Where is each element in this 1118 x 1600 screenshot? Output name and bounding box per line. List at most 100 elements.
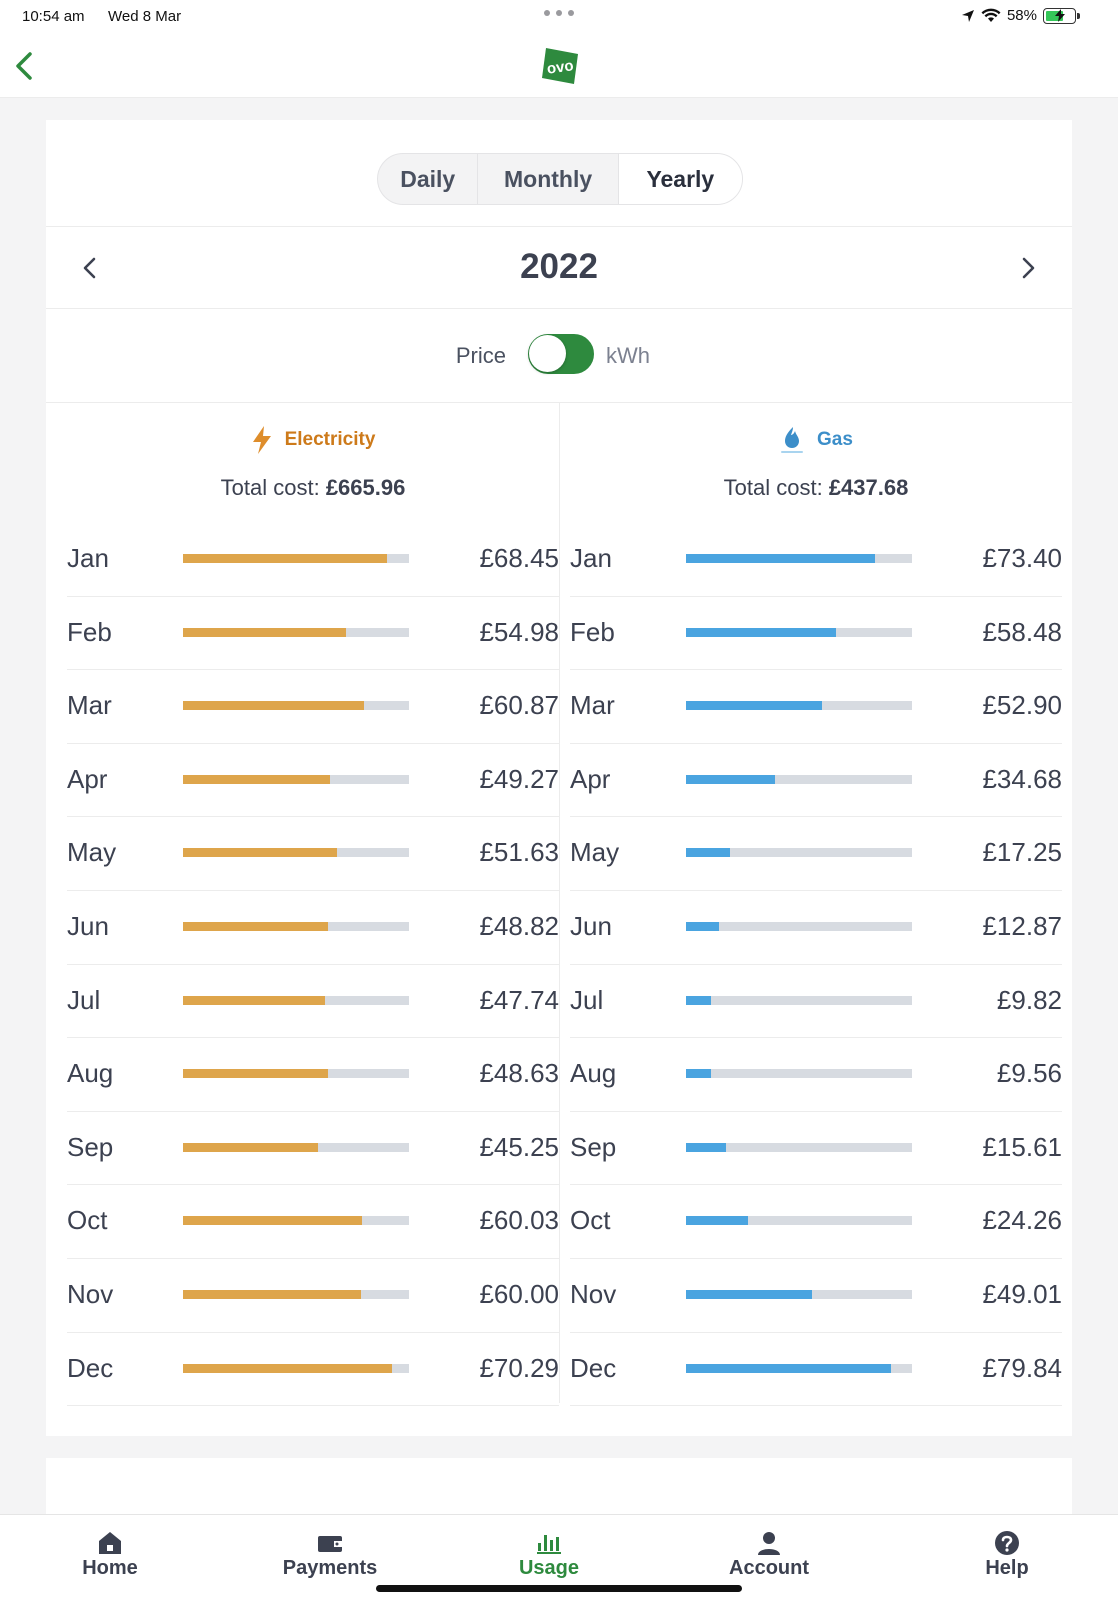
tab-home[interactable]: Home: [20, 1515, 200, 1600]
usage-bar-fill: [686, 1142, 727, 1152]
multitasking-dots-icon[interactable]: [544, 6, 574, 20]
usage-bar-fill: [183, 1363, 393, 1373]
lightning-bolt-icon: [252, 426, 271, 454]
tab-yearly[interactable]: Yearly: [618, 154, 742, 204]
month-label: Jan: [570, 543, 612, 573]
price-kwh-toggle[interactable]: [528, 334, 594, 374]
usage-bar-track: [686, 1289, 912, 1299]
gas-flame-icon: [781, 427, 804, 453]
cost-value: £73.40: [982, 543, 1062, 573]
cost-value: £48.82: [479, 910, 559, 941]
tab-payments[interactable]: Payments: [240, 1515, 420, 1600]
usage-bar-fill: [686, 774, 776, 784]
month-label: Oct: [570, 1205, 611, 1236]
status-right: 58%: [961, 7, 1080, 24]
cost-value: £34.68: [982, 763, 1062, 794]
tab-usage-label: Usage: [518, 1557, 580, 1579]
month-label: May: [570, 837, 620, 868]
month-label: Oct: [67, 1205, 108, 1236]
usage-bar-fill: [183, 627, 347, 637]
cost-value: £9.82: [996, 984, 1062, 1015]
usage-bar-track: [183, 995, 409, 1005]
column-divider: [559, 403, 560, 1403]
electricity-row-mar: Mar £60.87: [67, 670, 559, 744]
electricity-title: Electricity: [284, 429, 376, 450]
gas-row-aug: Aug £9.56: [570, 1038, 1062, 1112]
cost-value: £9.56: [996, 1058, 1062, 1089]
month-label: Dec: [67, 1352, 114, 1383]
month-label: Nov: [67, 1278, 114, 1309]
tab-account[interactable]: Account: [679, 1515, 859, 1600]
usage-bar-fill: [686, 1289, 812, 1299]
tab-usage[interactable]: Usage: [459, 1515, 639, 1600]
usage-bar-track: [686, 701, 912, 711]
usage-bar-track: [686, 1216, 912, 1226]
gas-row-jul: Jul £9.82: [570, 965, 1062, 1039]
month-label: Jun: [570, 910, 612, 941]
cost-value: £49.27: [479, 763, 559, 794]
usage-bar-fill: [183, 1216, 362, 1226]
electricity-row-aug: Aug £48.63: [67, 1038, 559, 1112]
electricity-row-feb: Feb £54.98: [67, 597, 559, 671]
usage-bar-track: [686, 554, 912, 563]
back-chevron-icon[interactable]: [10, 48, 40, 84]
month-label: Sep: [570, 1131, 617, 1162]
period-segmented-control: Daily Monthly Yearly: [377, 153, 743, 205]
gas-row-feb: Feb £58.48: [570, 597, 1062, 671]
usage-bar-track: [686, 627, 912, 637]
toggle-knob: [529, 335, 566, 372]
electricity-row-sep: Sep £45.25: [67, 1112, 559, 1186]
usage-bar-fill: [183, 774, 330, 784]
electricity-row-may: May £51.63: [67, 817, 559, 891]
usage-bar-fill: [183, 554, 387, 563]
electricity-row-jan: Jan £68.45: [67, 523, 559, 597]
electricity-rows: Jan £68.45 Feb £54.98 Mar £60.87 Apr £49.27 May £…: [67, 523, 559, 1407]
gas-title: Gas: [817, 429, 853, 450]
gas-row-jan: Jan £73.40: [570, 523, 1062, 597]
previous-year-chevron-icon[interactable]: [74, 251, 106, 285]
next-year-chevron-icon[interactable]: [1012, 251, 1044, 285]
usage-bar-track: [183, 774, 409, 784]
cost-value: £54.98: [479, 616, 559, 647]
status-date: Wed 8 Mar: [108, 8, 182, 25]
usage-bar-fill: [183, 1289, 362, 1299]
usage-bar-fill: [183, 848, 337, 858]
electricity-total: Total cost: £665.96: [67, 475, 559, 501]
month-label: Mar: [570, 690, 615, 721]
month-label: Dec: [570, 1352, 617, 1383]
gas-row-sep: Sep £15.61: [570, 1112, 1062, 1186]
tab-home-label: Home: [82, 1557, 138, 1579]
cost-value: £58.48: [982, 616, 1062, 647]
location-arrow-icon: [961, 9, 974, 22]
month-label: Nov: [570, 1278, 617, 1309]
usage-card: Daily Monthly Yearly 2022 Price kWh Elec…: [46, 120, 1072, 1436]
gas-row-apr: Apr £34.68: [570, 744, 1062, 818]
month-label: Aug: [67, 1058, 114, 1089]
tab-help[interactable]: Help: [917, 1515, 1097, 1600]
gas-total-label: Total cost:: [723, 475, 829, 500]
electricity-row-nov: Nov £60.00: [67, 1259, 559, 1333]
usage-bar-fill: [686, 921, 720, 931]
usage-bar-track: [686, 1363, 912, 1373]
tab-payments-label: Payments: [282, 1557, 378, 1579]
usage-bar-track: [183, 1216, 409, 1226]
year-navigator: 2022: [46, 227, 1072, 309]
usage-bar-fill: [686, 701, 822, 711]
status-time: 10:54 am: [22, 8, 85, 25]
tab-account-label: Account: [729, 1557, 809, 1579]
battery-icon: [1043, 7, 1080, 24]
tab-daily[interactable]: Daily: [378, 154, 479, 204]
toggle-kwh-label: kWh: [606, 343, 650, 368]
electricity-total-value: £665.96: [325, 475, 406, 500]
svg-text:ovo: ovo: [546, 57, 575, 78]
usage-bar-fill: [183, 921, 329, 931]
tab-help-label: Help: [985, 1557, 1029, 1579]
battery-percent: 58%: [1006, 7, 1037, 24]
cost-value: £60.00: [479, 1278, 559, 1309]
month-label: Feb: [570, 616, 615, 647]
usage-bar-track: [183, 701, 409, 711]
usage-bar-fill: [183, 1142, 318, 1152]
person-icon: [758, 1532, 780, 1555]
home-indicator[interactable]: [376, 1585, 742, 1592]
tab-monthly[interactable]: Monthly: [478, 154, 619, 204]
